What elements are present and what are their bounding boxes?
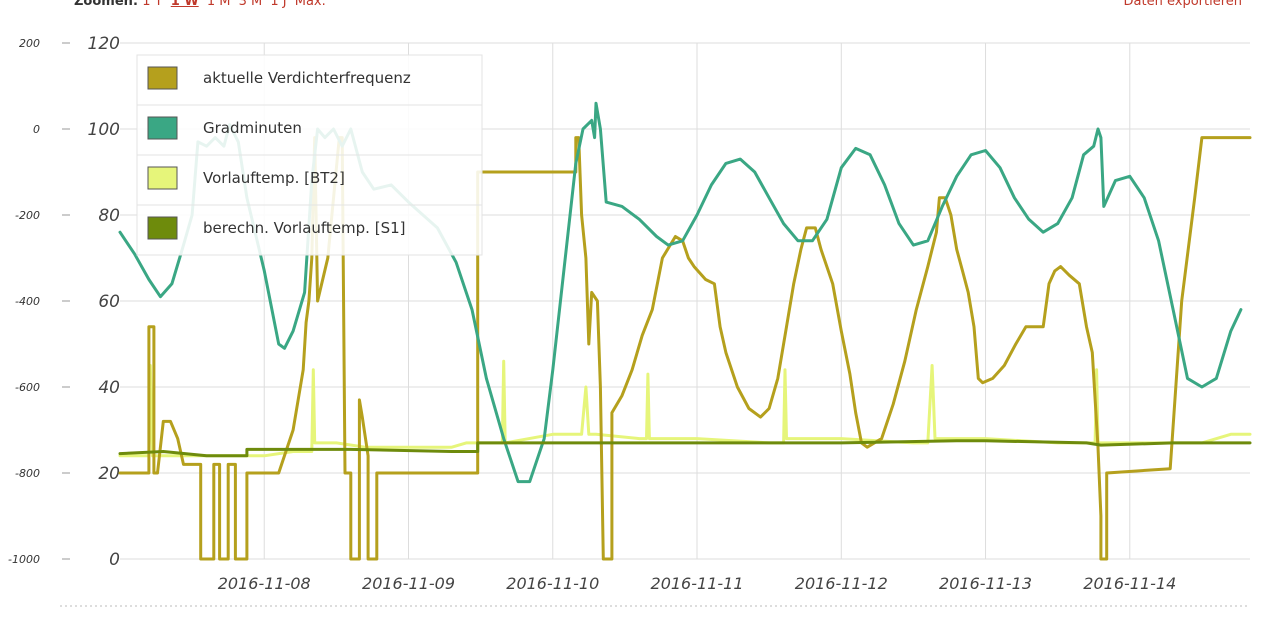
left-axis-tick-label: -200 — [15, 209, 40, 222]
x-axis-tick-label: 2016-11-14 — [1083, 574, 1176, 593]
legend-swatch — [147, 216, 178, 240]
zoom-1-month[interactable]: 1 M — [206, 0, 231, 9]
zoom-max[interactable]: Max. — [294, 0, 326, 9]
right-axis-tick-label: 60 — [98, 292, 120, 312]
left-axis-tick-label: 200 — [19, 37, 40, 50]
x-axis-tick-label: 2016-11-13 — [939, 574, 1032, 593]
legend-swatch — [147, 166, 178, 190]
series-line-2 — [118, 359, 1252, 458]
right-axis-tick-label: 40 — [98, 378, 120, 398]
series-line-3 — [118, 439, 1252, 458]
zoom-3-months[interactable]: 3 M — [238, 0, 263, 9]
x-axis-tick-label: 2016-11-11 — [651, 574, 744, 593]
zoom-controls: Zoomen: 1 T 1 W 1 M 3 M 1 J Max. — [74, 0, 330, 9]
export-data-link[interactable]: Daten exportieren — [1123, 0, 1242, 9]
zoom-label: Zoomen: — [74, 0, 139, 9]
legend: aktuelle Verdichterfrequenz Gradminuten Vo… — [136, 54, 483, 256]
right-axis-tick-label: 120 — [88, 34, 120, 54]
x-axis-tick-label: 2016-11-10 — [506, 574, 599, 593]
legend-label: berechn. Vorlauftemp. [S1] — [203, 219, 406, 237]
left-axis-tick-label: -1000 — [8, 553, 40, 566]
x-axis-tick-label: 2016-11-08 — [218, 574, 311, 593]
zoom-1-year[interactable]: 1 J — [270, 0, 287, 9]
right-axis-tick-label: 20 — [98, 464, 120, 484]
legend-label: Vorlauftemp. [BT2] — [203, 169, 345, 187]
series-line-1 — [118, 101, 1243, 484]
left-axis-tick-label: -600 — [15, 381, 40, 394]
chart-toolbar: Zoomen: 1 T 1 W 1 M 3 M 1 J Max. Daten e… — [0, 0, 1280, 12]
legend-swatch — [147, 66, 178, 90]
left-axis-tick-label: 0 — [33, 123, 40, 136]
x-axis-tick-label: 2016-11-12 — [795, 574, 888, 593]
left-axis-tick-label: -800 — [15, 467, 40, 480]
axes: 200 120 0 100 -200 80 -400 60 -600 40 -800 20 -1000 0… — [8, 34, 1250, 607]
zoom-1-day[interactable]: 1 T — [142, 0, 163, 9]
right-axis-tick-label: 80 — [98, 206, 120, 226]
right-axis-tick-label: 100 — [88, 120, 120, 140]
left-axis-tick-label: -400 — [15, 295, 40, 308]
x-axis-tick-label: 2016-11-09 — [362, 574, 455, 593]
right-axis-tick-label: 0 — [109, 550, 120, 570]
zoom-1-week[interactable]: 1 W — [170, 0, 199, 9]
legend-swatch — [147, 116, 178, 140]
legend-label: Gradminuten — [203, 119, 302, 137]
legend-label: aktuelle Verdichterfrequenz — [203, 69, 411, 87]
series-lines — [118, 101, 1252, 561]
series-line-0 — [118, 136, 1252, 561]
